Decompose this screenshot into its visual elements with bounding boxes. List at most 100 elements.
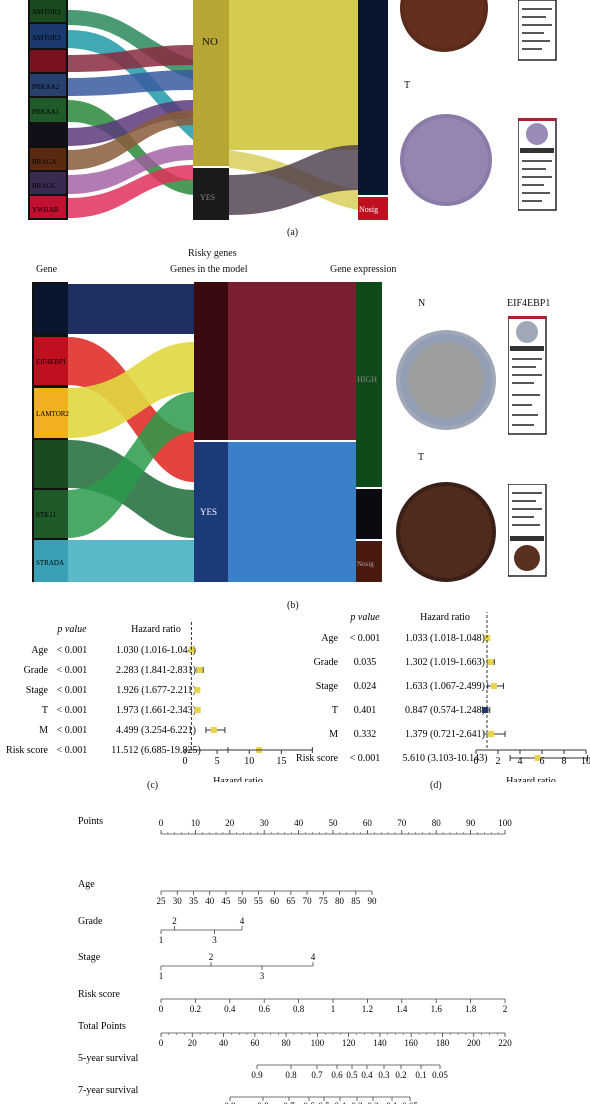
nomogram-tick-label: 1 <box>331 1004 336 1014</box>
nomogram-tick-label: 0.2 <box>190 1004 201 1014</box>
forest-row-hr: 1.379 (0.721-2.641) <box>405 729 485 740</box>
panel-c-caption: (c) <box>147 780 159 791</box>
gene-node <box>30 124 66 146</box>
nomogram-tick-label: 70 <box>397 818 407 828</box>
gene-node <box>34 490 68 538</box>
forest-row-name: Risk score <box>6 745 49 756</box>
panel-b-sankey: EIF4EBP1 LAMTOR2 STK11 STRADA YES HIGH N… <box>32 282 382 582</box>
nomogram-tick-label: 0.4 <box>361 1070 373 1080</box>
forest-row-name: M <box>39 725 48 736</box>
model-node-label: YES <box>200 193 215 202</box>
x-axis-label: Hazard ratio <box>213 776 263 782</box>
nomogram-tick-label: 4 <box>311 952 316 962</box>
panel-b-caption: (b) <box>287 600 299 611</box>
x-tick-label: 0 <box>474 756 479 767</box>
forest-row-p: < 0.001 <box>57 725 88 736</box>
nomogram-tick-label: 0.2 <box>395 1070 406 1080</box>
col-header-p: p value <box>349 612 380 623</box>
nomogram-tick-label: 0.6 <box>331 1070 343 1080</box>
nomogram-tick-label: 2 <box>503 1004 508 1014</box>
x-tick-label: 10 <box>581 756 590 767</box>
hr-point <box>194 707 201 713</box>
forest-row-name: Grade <box>314 657 339 668</box>
forest-row-name: Grade <box>24 665 49 676</box>
expression-node-label: Nosig <box>359 205 378 214</box>
nomogram: Points Age Grade Stage Risk score Total Point… <box>78 816 512 1104</box>
forest-row-name: Age <box>31 645 48 656</box>
forest-row-name: Stage <box>316 681 339 692</box>
panel-d-caption: (d) <box>430 780 442 791</box>
x-tick-label: 0 <box>183 756 188 767</box>
nomogram-tick-label: 65 <box>286 896 296 906</box>
forest-plots: p value Hazard ratio Age < 0.001 1.030 (1.01… <box>6 612 590 782</box>
forest-row-name: Age <box>321 633 338 644</box>
panel-a: AMTOR3 AMTOR3 PRKAA1 PRKAA2 RRAGA RRAGC … <box>0 0 590 240</box>
forest-row-p: < 0.001 <box>350 633 381 644</box>
forest-row-p: < 0.001 <box>57 645 88 656</box>
nomogram-tick-label: 20 <box>188 1038 198 1048</box>
nomogram-row-label: Total Points <box>78 1021 126 1032</box>
nomogram-tick-label: 3 <box>212 935 217 945</box>
tissue-image-n <box>400 0 488 52</box>
nomogram-tick-label: 40 <box>219 1038 229 1048</box>
nomogram-tick-label: 0.9 <box>224 1101 236 1104</box>
nomogram-tick-label: 160 <box>404 1038 418 1048</box>
nomogram-tick-label: 0 <box>159 818 164 828</box>
nomogram-tick-label: 10 <box>191 818 201 828</box>
x-tick-label: 2 <box>496 756 501 767</box>
forest-row-hr: 1.973 (1.661-2.343) <box>116 705 196 716</box>
nomogram-row-label: 5-year survival <box>78 1053 138 1064</box>
nomogram-tick-label: 2 <box>172 916 177 926</box>
x-tick-label: 5 <box>215 756 220 767</box>
forest-row-name: M <box>329 729 338 740</box>
gene-node <box>30 148 66 170</box>
nomogram-tick-label: 40 <box>205 896 215 906</box>
x-tick-label: 15 <box>276 756 286 767</box>
nomogram-tick-label: 0.1 <box>415 1070 426 1080</box>
x-tick-label: 10 <box>244 756 254 767</box>
nomogram-tick-label: 50 <box>238 896 248 906</box>
nomogram-tick-label: 220 <box>498 1038 512 1048</box>
x-tick-label: 4 <box>518 756 523 767</box>
forest-row-p: < 0.001 <box>350 753 381 764</box>
forest-row-name: Risk score <box>296 753 339 764</box>
nomogram-tick-label: 30 <box>173 896 183 906</box>
forest-row-p: < 0.001 <box>57 745 88 756</box>
gene-label: PRKAA1 <box>32 108 60 116</box>
forest-row-hr: 1.926 (1.677-2.211) <box>116 685 196 696</box>
gene-label: RRAGA <box>32 158 57 166</box>
nomogram-tick-label: 20 <box>225 818 235 828</box>
gene-label: PRKAA2 <box>32 83 60 91</box>
forest-row-hr: 0.847 (0.574-1.248) <box>405 705 485 716</box>
model-node-label: NO <box>202 36 218 48</box>
nomogram-row-label: Risk score <box>78 989 121 1000</box>
tissue-legend-card <box>518 0 557 61</box>
nomogram-tick-label: 0 <box>159 1038 164 1048</box>
tissue-legend-card-n <box>508 316 547 435</box>
nomogram-tick-label: 60 <box>363 818 373 828</box>
forest-row-hr: 1.302 (1.019-1.663) <box>405 657 485 668</box>
nomogram-tick-label: 0.05 <box>402 1101 418 1104</box>
tissue-legend-card-t <box>508 484 547 577</box>
nomogram-tick-label: 3 <box>260 971 265 981</box>
nomogram-tick-label: 50 <box>329 818 339 828</box>
gene-label: EIF4EBP1 <box>36 358 67 366</box>
nomogram-tick-label: 0 <box>159 1004 164 1014</box>
forest-row-name: T <box>332 705 338 716</box>
nomogram-tick-label: 120 <box>342 1038 356 1048</box>
tissue-label-t: T <box>418 452 425 463</box>
gene-node <box>30 98 66 122</box>
hr-point <box>490 683 497 689</box>
hr-point <box>534 755 541 761</box>
nomogram-tick-label: 0.1 <box>386 1101 397 1104</box>
nomogram-tick-label: 0.8 <box>293 1004 305 1014</box>
nomogram-tick-label: 60 <box>250 1038 260 1048</box>
gene-node <box>34 337 68 385</box>
gene-node <box>34 540 68 582</box>
gene-node <box>30 24 66 48</box>
nomogram-tick-label: 0.5 <box>318 1101 330 1104</box>
x-tick-label: 6 <box>540 756 545 767</box>
tissue-gene-label: EIF4EBP1 <box>507 298 551 309</box>
nomogram-tick-label: 1.6 <box>431 1004 443 1014</box>
gene-label: RRAGC <box>32 182 56 190</box>
